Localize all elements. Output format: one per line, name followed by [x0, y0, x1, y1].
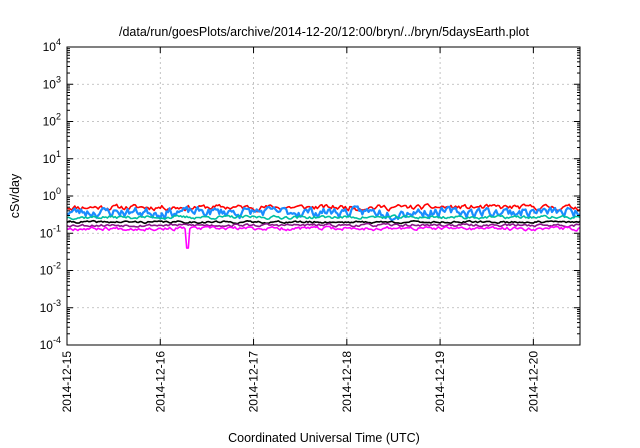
series-line: [66, 225, 581, 249]
y-tick-label: 103: [43, 74, 61, 91]
series-line: [66, 222, 581, 228]
y-axis-title: cSv/day: [8, 173, 22, 218]
series-line: [66, 203, 581, 213]
series-line: [66, 214, 581, 221]
series-line: [66, 219, 581, 225]
series-line: [66, 205, 581, 222]
chart-title: /data/run/goesPlots/archive/2014-12-20/1…: [119, 25, 530, 39]
y-tick-label: 102: [43, 112, 61, 129]
x-tick-label: 2014-12-15: [60, 351, 74, 413]
x-tick-label: 2014-12-17: [247, 351, 261, 413]
x-axis: 2014-12-15 2014-12-16 2014-12-17 2014-12-18…: [60, 47, 540, 412]
x-tick-label: 2014-12-19: [433, 351, 447, 413]
x-tick-label: 2014-12-20: [526, 351, 540, 413]
y-tick-label: 10-3: [40, 298, 61, 315]
y-tick-label: 10-2: [40, 261, 61, 278]
x-tick-label: 2014-12-16: [153, 351, 167, 413]
x-axis-title: Coordinated Universal Time (UTC): [228, 431, 420, 445]
series-group: [66, 203, 581, 249]
y-tick-label: 10-4: [40, 335, 61, 352]
y-axis: 10-4 10-3 10-2 10-1 100 101 102 103 104: [40, 37, 580, 352]
y-tick-label: 101: [43, 149, 61, 166]
grid: [67, 47, 580, 345]
x-tick-label: 2014-12-18: [340, 351, 354, 413]
y-tick-label: 10-1: [40, 223, 61, 240]
y-tick-label: 100: [43, 186, 61, 203]
y-tick-label: 104: [43, 37, 61, 54]
